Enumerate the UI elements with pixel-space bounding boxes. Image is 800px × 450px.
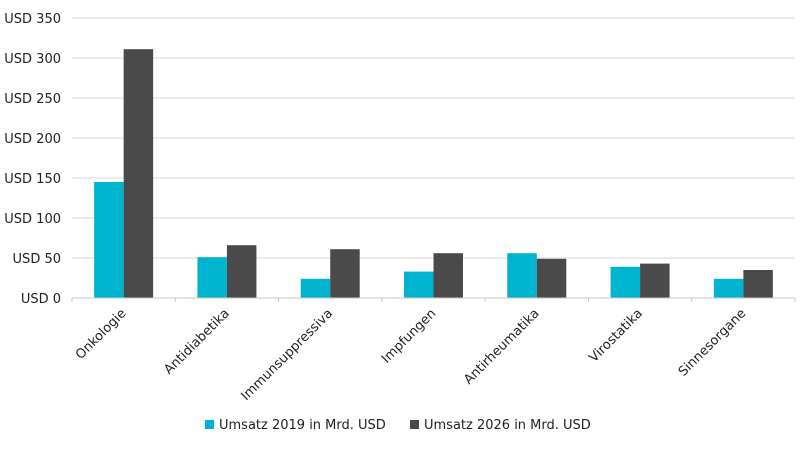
bar-umsatz-2019-6 (713, 278, 744, 298)
bar-umsatz-2026-4 (536, 258, 567, 298)
y-tick-label: USD 150 (4, 172, 61, 187)
bar-umsatz-2026-1 (226, 245, 257, 298)
bars (94, 49, 773, 299)
category-label: Impfungen (379, 306, 439, 366)
category-label: Onkologie (73, 306, 130, 363)
category-label: Antirheumatika (461, 306, 542, 387)
bar-umsatz-2026-3 (433, 253, 463, 298)
category-label: Antidiabetika (161, 306, 232, 377)
legend-label-umsatz-2019: Umsatz 2019 in Mrd. USD (219, 418, 386, 433)
bar-umsatz-2026-0 (123, 49, 154, 299)
category-label: Sinnesorgane (676, 306, 749, 379)
y-tick-label: USD 50 (13, 252, 61, 267)
y-axis-ticks: USD 0 USD 50 USD 100 USD 150 USD 200 USD 250 U… (4, 12, 61, 307)
bar-umsatz-2026-6 (743, 270, 773, 298)
bar-umsatz-2026-5 (640, 263, 670, 298)
x-axis (71, 297, 796, 302)
legend-swatch-umsatz-2026 (410, 420, 419, 429)
bar-umsatz-2019-5 (610, 266, 641, 298)
bar-umsatz-2019-2 (300, 278, 331, 298)
legend: Umsatz 2019 in Mrd. USD Umsatz 2026 in Mr… (205, 418, 591, 433)
bar-umsatz-2019-3 (404, 271, 434, 298)
y-tick-label: USD 0 (21, 292, 61, 307)
y-tick-label: USD 350 (4, 12, 61, 27)
grid-lines (72, 17, 795, 259)
y-tick-label: USD 300 (4, 52, 61, 67)
category-label: Virostatika (586, 306, 645, 365)
bar-umsatz-2019-0 (94, 182, 124, 298)
y-tick-label: USD 100 (4, 212, 61, 227)
bar-umsatz-2019-1 (197, 257, 227, 298)
legend-label-umsatz-2026: Umsatz 2026 in Mrd. USD (424, 418, 591, 433)
y-tick-label: USD 250 (4, 92, 61, 107)
bar-umsatz-2019-4 (507, 253, 537, 298)
bar-umsatz-2026-2 (330, 249, 360, 298)
category-label: Immunsuppressiva (238, 306, 336, 404)
y-tick-label: USD 200 (4, 132, 61, 147)
legend-swatch-umsatz-2019 (205, 420, 214, 429)
category-labels: Onkologie Antidiabetika Immunsuppressiva Im… (73, 306, 749, 404)
